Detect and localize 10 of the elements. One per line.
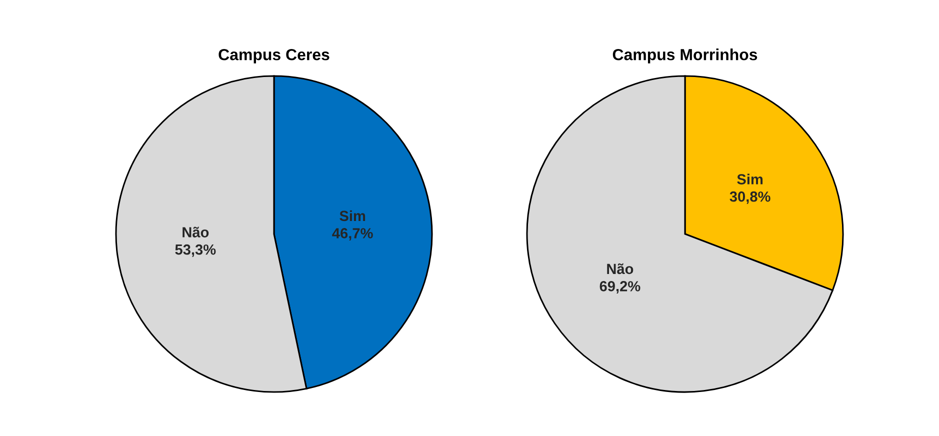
data-label: 46,7%	[332, 228, 373, 240]
chart-title: Campus Ceres	[218, 48, 330, 64]
slice-label: Sim	[340, 210, 366, 222]
data-label: 30,8%	[730, 191, 770, 204]
slice-label: Não	[607, 263, 634, 274]
slice-label: Não	[182, 226, 209, 238]
data-label: 53,3%	[175, 244, 216, 257]
slice-label: Sim	[737, 174, 763, 184]
data-label: 69,2%	[600, 281, 640, 294]
chart-title: Campus Morrinhos	[612, 48, 758, 64]
